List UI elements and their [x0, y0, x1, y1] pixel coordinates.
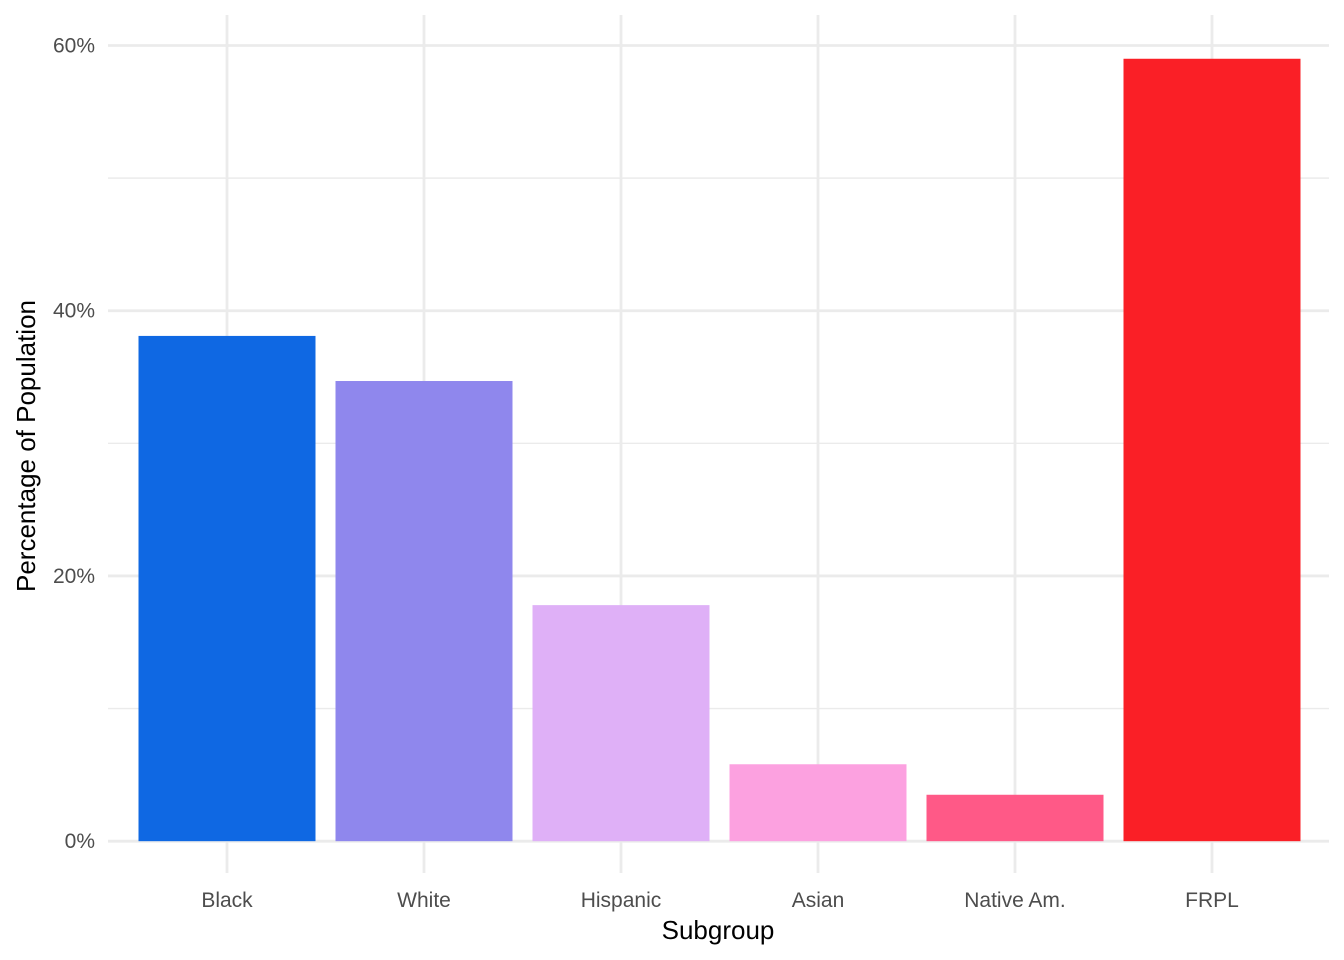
bar-frpl	[1123, 58, 1301, 842]
y-axis-ticks: 0% 20% 40% 60%	[53, 35, 95, 854]
bar-hispanic	[532, 605, 710, 842]
x-tick-label: Asian	[792, 889, 845, 912]
x-tick-label: Native Am.	[964, 889, 1066, 912]
x-axis-ticks: Black White Hispanic Asian Native Am. FRPL	[201, 889, 1239, 912]
x-tick-label: White	[397, 889, 451, 912]
y-tick-label: 0%	[65, 830, 95, 853]
x-tick-label: Black	[201, 889, 253, 912]
y-tick-label: 40%	[53, 300, 95, 323]
bar-asian	[729, 764, 907, 842]
bar-black	[138, 335, 316, 842]
y-tick-label: 60%	[53, 35, 95, 58]
bar-native-am	[926, 794, 1104, 842]
y-axis-title: Percentage of Population	[11, 300, 41, 592]
x-tick-label: FRPL	[1185, 889, 1239, 912]
bars	[138, 58, 1301, 842]
x-axis-title: Subgroup	[662, 915, 775, 945]
x-tick-label: Hispanic	[581, 889, 662, 912]
bar-white	[335, 381, 513, 842]
y-tick-label: 20%	[53, 565, 95, 588]
